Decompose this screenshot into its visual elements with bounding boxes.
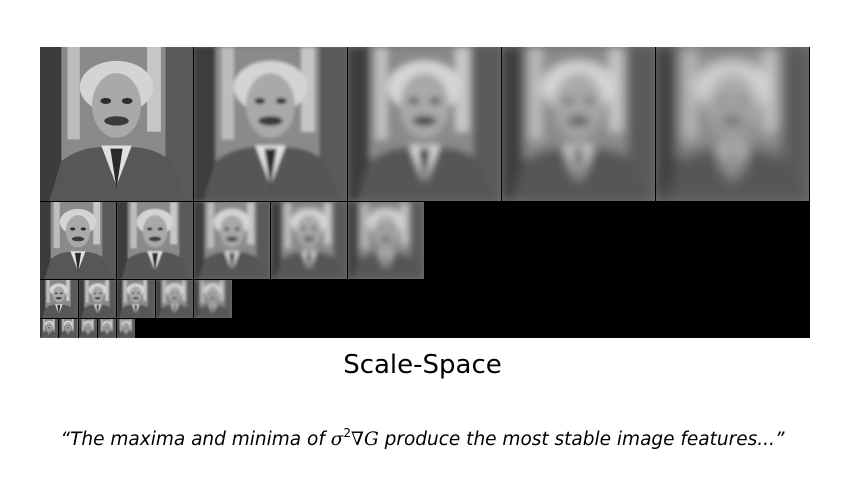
portrait-image bbox=[194, 280, 232, 318]
portrait-image bbox=[40, 319, 59, 338]
scale-image-o4-s1 bbox=[40, 319, 60, 338]
scale-image-o3-s2 bbox=[78, 280, 117, 318]
scale-image-o1-s2 bbox=[194, 47, 348, 201]
portrait-image bbox=[40, 202, 116, 279]
portrait-image bbox=[155, 280, 193, 318]
quote-text: “The maxima and minima of σ2∇G produce t… bbox=[0, 418, 845, 455]
scale-image-o4-s4 bbox=[97, 319, 117, 338]
portrait-image bbox=[194, 202, 270, 279]
scale-image-o1-s3 bbox=[348, 47, 502, 201]
scale-image-o3-s3 bbox=[117, 280, 156, 318]
portrait-image bbox=[59, 319, 78, 338]
scale-image-o3-s1 bbox=[40, 280, 79, 318]
portrait-image bbox=[78, 280, 116, 318]
portrait-image bbox=[194, 47, 347, 201]
exponent: 2 bbox=[343, 426, 352, 440]
portrait-image bbox=[502, 47, 655, 201]
figure-caption: Scale-Space bbox=[343, 350, 502, 380]
quote-after: produce the most stable image features..… bbox=[378, 429, 785, 450]
laplacian-operator: ∇G bbox=[351, 429, 379, 450]
scale-image-o1-s1 bbox=[40, 47, 194, 201]
portrait-image bbox=[656, 47, 809, 201]
portrait-image bbox=[117, 202, 193, 279]
scale-image-o2-s5 bbox=[348, 202, 425, 279]
scale-image-o2-s2 bbox=[117, 202, 194, 279]
scale-image-o3-s5 bbox=[194, 280, 233, 318]
portrait-image bbox=[97, 319, 116, 338]
portrait-image bbox=[78, 319, 97, 338]
portrait-image bbox=[117, 319, 136, 338]
scale-image-o3-s4 bbox=[155, 280, 194, 318]
portrait-image bbox=[271, 202, 347, 279]
portrait-image bbox=[348, 202, 424, 279]
quote-before: “The maxima and minima of bbox=[60, 429, 331, 450]
scale-space-pyramid bbox=[40, 47, 810, 338]
scale-image-o4-s2 bbox=[59, 319, 79, 338]
sigma-symbol: σ bbox=[330, 429, 344, 450]
scale-image-o1-s4 bbox=[502, 47, 656, 201]
scale-image-o2-s1 bbox=[40, 202, 117, 279]
scale-image-o2-s4 bbox=[271, 202, 348, 279]
scale-image-o2-s3 bbox=[194, 202, 271, 279]
scale-image-o4-s5 bbox=[117, 319, 137, 338]
portrait-image bbox=[348, 47, 501, 201]
scale-image-o4-s3 bbox=[78, 319, 98, 338]
portrait-image bbox=[40, 280, 78, 318]
scale-image-o1-s5 bbox=[656, 47, 810, 201]
portrait-image bbox=[40, 47, 193, 201]
portrait-image bbox=[117, 280, 155, 318]
